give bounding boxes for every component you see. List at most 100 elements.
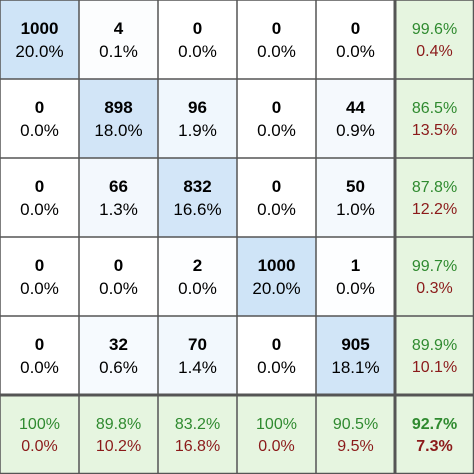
cell-percent: 0.0% (257, 42, 296, 61)
cell-count: 2 (193, 256, 202, 275)
column-summary-correct: 100% (19, 416, 60, 433)
cell-count: 0 (35, 256, 44, 275)
row-summary-correct: 86.5% (412, 100, 457, 117)
column-summary-error: 10.2% (96, 438, 141, 455)
matrix-cell (316, 79, 395, 158)
matrix-cell (79, 79, 158, 158)
cell-percent: 18.1% (331, 358, 379, 377)
cell-percent: 0.9% (336, 121, 375, 140)
column-summary-cell (237, 395, 316, 474)
matrix-cell (0, 316, 79, 395)
row-summary-correct: 99.6% (412, 21, 457, 38)
matrix-cell (316, 158, 395, 237)
column-summary-error: 9.5% (337, 438, 373, 455)
cell-percent: 0.0% (178, 42, 217, 61)
column-summary-correct: 89.8% (96, 416, 141, 433)
cell-count: 0 (35, 98, 44, 117)
column-summary-correct: 90.5% (333, 416, 378, 433)
cell-count: 70 (188, 335, 207, 354)
cell-percent: 18.0% (94, 121, 142, 140)
cell-count: 898 (104, 98, 132, 117)
matrix-cell (237, 0, 316, 79)
cell-count: 0 (35, 335, 44, 354)
row-summary-error: 0.4% (416, 43, 452, 60)
column-summary-cell (158, 395, 237, 474)
cell-count: 0 (114, 256, 123, 275)
row-summary-cell (395, 79, 474, 158)
row-summary-correct: 99.7% (412, 258, 457, 275)
cell-percent: 0.0% (178, 279, 217, 298)
cell-percent: 1.9% (178, 121, 217, 140)
row-summary-error: 10.1% (412, 359, 457, 376)
column-summary-error: 0.0% (258, 438, 294, 455)
column-summary-error: 0.0% (21, 438, 57, 455)
cell-percent: 0.0% (99, 279, 138, 298)
matrix-cell (0, 79, 79, 158)
column-summary-cell (0, 395, 79, 474)
matrix-cell (79, 316, 158, 395)
row-summary-cell (395, 0, 474, 79)
matrix-cell (0, 0, 79, 79)
cell-count: 50 (346, 177, 365, 196)
cell-count: 0 (351, 19, 360, 38)
cell-percent: 0.6% (99, 358, 138, 377)
row-summary-error: 12.2% (412, 201, 457, 218)
overall-correct: 92.7% (412, 416, 457, 433)
matrix-cell (158, 79, 237, 158)
cell-count: 0 (35, 177, 44, 196)
matrix-cell (316, 0, 395, 79)
row-summary-cell (395, 237, 474, 316)
matrix-cell (158, 237, 237, 316)
cell-percent: 1.0% (336, 200, 375, 219)
cell-count: 905 (341, 335, 369, 354)
matrix-cell (158, 316, 237, 395)
matrix-cell (158, 0, 237, 79)
cell-percent: 16.6% (173, 200, 221, 219)
overall-cell (395, 395, 474, 474)
cell-percent: 20.0% (15, 42, 63, 61)
cell-percent: 0.1% (99, 42, 138, 61)
cell-count: 0 (272, 177, 281, 196)
matrix-cell (237, 316, 316, 395)
matrix-cell (0, 237, 79, 316)
cell-count: 32 (109, 335, 128, 354)
row-summary-correct: 87.8% (412, 179, 457, 196)
row-summary-correct: 89.9% (412, 337, 457, 354)
column-summary-cell (316, 395, 395, 474)
cell-percent: 1.4% (178, 358, 217, 377)
cell-percent: 0.0% (257, 358, 296, 377)
matrix-cell (237, 158, 316, 237)
cell-percent: 0.0% (20, 358, 59, 377)
matrix-cell (316, 316, 395, 395)
column-summary-correct: 83.2% (175, 416, 220, 433)
column-summary-error: 16.8% (175, 438, 220, 455)
cell-percent: 0.0% (336, 42, 375, 61)
cell-count: 44 (346, 98, 365, 117)
matrix-cell (237, 237, 316, 316)
cell-percent: 0.0% (20, 200, 59, 219)
matrix-cell (0, 158, 79, 237)
cell-percent: 0.0% (20, 279, 59, 298)
cell-percent: 1.3% (99, 200, 138, 219)
column-summary-cell (79, 395, 158, 474)
row-summary-cell (395, 316, 474, 395)
cell-count: 66 (109, 177, 128, 196)
cell-percent: 20.0% (252, 279, 300, 298)
matrix-cell (316, 237, 395, 316)
cell-count: 0 (272, 98, 281, 117)
cell-count: 96 (188, 98, 207, 117)
row-summary-error: 0.3% (416, 280, 452, 297)
matrix-cell (79, 158, 158, 237)
matrix-cell (237, 79, 316, 158)
matrix-cell (79, 237, 158, 316)
matrix-cell (158, 158, 237, 237)
cell-count: 0 (272, 335, 281, 354)
cell-count: 1000 (258, 256, 296, 275)
matrix-cell (79, 0, 158, 79)
cell-percent: 0.0% (257, 121, 296, 140)
overall-error: 7.3% (416, 438, 452, 455)
column-summary-correct: 100% (256, 416, 297, 433)
cell-count: 4 (114, 19, 124, 38)
cell-count: 1000 (21, 19, 59, 38)
